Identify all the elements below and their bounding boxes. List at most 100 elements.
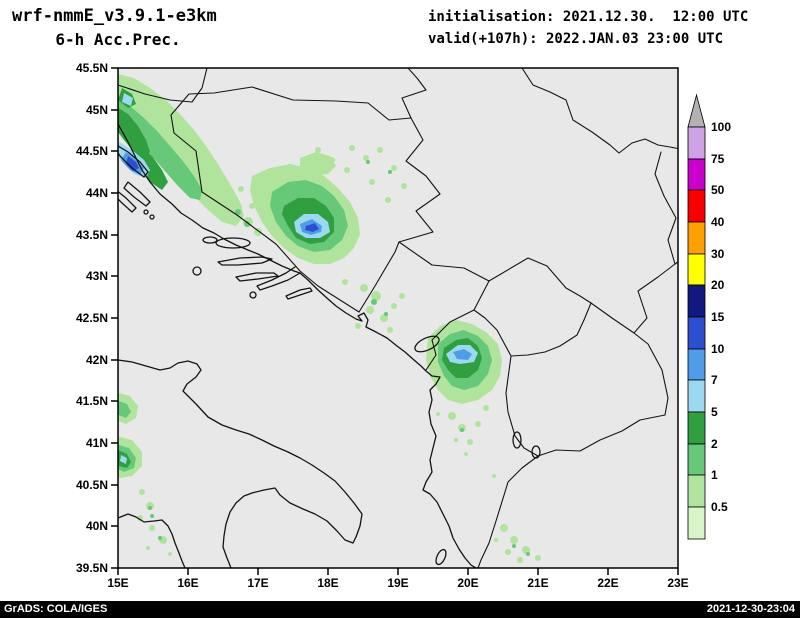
lon-tick-label: 16E xyxy=(177,576,198,590)
lon-tick-label: 20E xyxy=(457,576,478,590)
border-serbia-bulgaria-south xyxy=(633,261,678,334)
border-slovenia-croatia xyxy=(118,68,208,103)
colorbar-level-label: 20 xyxy=(711,278,725,292)
colorbar-band xyxy=(687,221,706,255)
lat-tick-label: 42.5N xyxy=(76,311,108,325)
colorbar-band xyxy=(687,443,706,476)
border-montenegro-kosovo xyxy=(473,280,490,311)
lat-tick-label: 43N xyxy=(86,269,108,283)
lat-tick-label: 41.5N xyxy=(76,394,108,408)
island-kornat-2 xyxy=(149,214,155,220)
lat-tick-label: 44.5N xyxy=(76,144,108,158)
border-serbia-romania xyxy=(521,68,678,154)
colorbar-band xyxy=(687,379,706,413)
border-albania-greece xyxy=(477,455,539,568)
island-kornat xyxy=(143,209,149,215)
colorbar-band xyxy=(687,253,706,286)
italy-tyrrhenian-coastline xyxy=(118,513,186,568)
border-macedonia-albania xyxy=(505,355,539,457)
valid-time-label: valid(+107h): 2022.JAN.03 23:00 UTC xyxy=(428,31,724,47)
island-hvar xyxy=(217,256,273,266)
island-solta xyxy=(202,236,218,244)
lake-ohrid xyxy=(512,431,522,449)
colorbar: 100 75 50 40 30 20 15 10 7 5 2 1 0.5 xyxy=(687,93,731,540)
lat-tick-label: 40N xyxy=(86,519,108,533)
header-left: wrf-nmmE_v3.9.1-e3km 6-h Acc.Prec. xyxy=(12,6,224,49)
colorbar-band xyxy=(687,189,706,223)
weather-map-plot: 45.5N 45N 44.5N 44N 43.5N 43N 42.5N 42N … xyxy=(76,61,731,590)
coastlines xyxy=(118,123,541,568)
colorbar-band xyxy=(687,411,706,445)
product-name: 6-h Acc.Prec. xyxy=(55,30,181,49)
border-bosnia-montenegro xyxy=(358,241,400,313)
lat-tick-label: 42N xyxy=(86,353,108,367)
border-croatia-bosnia xyxy=(170,86,412,313)
island-mljet xyxy=(285,287,313,300)
colorbar-level-label: 10 xyxy=(711,342,725,356)
precip-shading xyxy=(118,74,541,563)
island-vis xyxy=(192,266,202,276)
lat-tick-label: 43.5N xyxy=(76,228,108,242)
border-macedonia-greece xyxy=(537,414,666,457)
border-bosnia-serbia xyxy=(398,117,441,243)
lon-tick-label: 19E xyxy=(387,576,408,590)
border-croatia-serbia xyxy=(401,68,427,119)
longitude-axis: 15E 16E 17E 18E 19E 20E 21E 22E 23E xyxy=(107,576,688,590)
colorbar-band xyxy=(687,474,706,508)
colorbar-band xyxy=(687,506,706,540)
colorbar-level-label: 40 xyxy=(711,215,725,229)
italy-adriatic-coastline xyxy=(118,359,363,568)
lat-tick-label: 45.5N xyxy=(76,61,108,75)
border-montenegro-serbia xyxy=(398,241,490,282)
lon-tick-label: 15E xyxy=(107,576,128,590)
colorbar-level-label: 50 xyxy=(711,183,725,197)
lat-tick-label: 45N xyxy=(86,103,108,117)
colorbar-labels: 100 75 50 40 30 20 15 10 7 5 2 1 0.5 xyxy=(711,120,731,514)
lat-tick-label: 39.5N xyxy=(76,561,108,575)
colorbar-level-label: 0.5 xyxy=(711,500,728,514)
country-borders xyxy=(118,68,678,568)
colorbar-level-label: 5 xyxy=(711,405,718,419)
lon-tick-label: 21E xyxy=(527,576,548,590)
border-montenegro-albania xyxy=(425,309,475,371)
colorbar-level-label: 15 xyxy=(711,310,725,324)
island-corfu xyxy=(435,548,447,566)
island-ugljan xyxy=(123,181,151,207)
colorbar-band xyxy=(687,316,706,350)
lon-tick-label: 18E xyxy=(317,576,338,590)
island-dugi-otok xyxy=(118,190,137,213)
border-serbia-bulgaria-north xyxy=(654,151,677,265)
adriatic-east-coastline xyxy=(118,123,477,568)
colorbar-band xyxy=(687,284,706,318)
init-time-label: initialisation: 2021.12.30. 12:00 UTC xyxy=(428,9,749,25)
creation-timestamp: 2021-12-30-23:04 xyxy=(706,603,795,615)
lon-tick-label: 17E xyxy=(247,576,268,590)
colorbar-level-label: 100 xyxy=(711,120,731,134)
island-pag xyxy=(118,145,149,178)
grads-credit: GrADS: COLA/IGES xyxy=(4,603,108,615)
colorbar-level-label: 30 xyxy=(711,247,725,261)
lat-tick-label: 44N xyxy=(86,186,108,200)
peljesac-peninsula xyxy=(256,266,301,291)
colorbar-band xyxy=(687,348,706,381)
axis-ticks xyxy=(111,67,679,575)
model-name: wrf-nmmE_v3.9.1-e3km xyxy=(12,6,217,26)
border-kosovo-ring xyxy=(473,257,592,357)
header: wrf-nmmE_v3.9.1-e3km 6-h Acc.Prec. initi… xyxy=(0,4,800,52)
lon-tick-label: 23E xyxy=(667,576,688,590)
colorbar-band xyxy=(687,126,706,160)
lon-tick-label: 22E xyxy=(597,576,618,590)
colorbar-overflow-arrow xyxy=(687,93,706,128)
colorbar-band xyxy=(687,158,706,191)
precip-dark-blue-areas xyxy=(126,156,319,232)
lat-tick-label: 40.5N xyxy=(76,478,108,492)
colorbar-level-label: 7 xyxy=(711,373,718,387)
colorbar-level-label: 2 xyxy=(711,437,718,451)
lat-tick-label: 41N xyxy=(86,436,108,450)
header-right: initialisation: 2021.12.30. 12:00 UTC va… xyxy=(428,6,748,50)
island-korcula xyxy=(235,272,279,282)
border-serbia-macedonia-bulgaria xyxy=(590,302,669,416)
colorbar-level-label: 1 xyxy=(711,468,718,482)
colorbar-level-label: 75 xyxy=(711,152,725,166)
island-brac xyxy=(215,237,251,249)
